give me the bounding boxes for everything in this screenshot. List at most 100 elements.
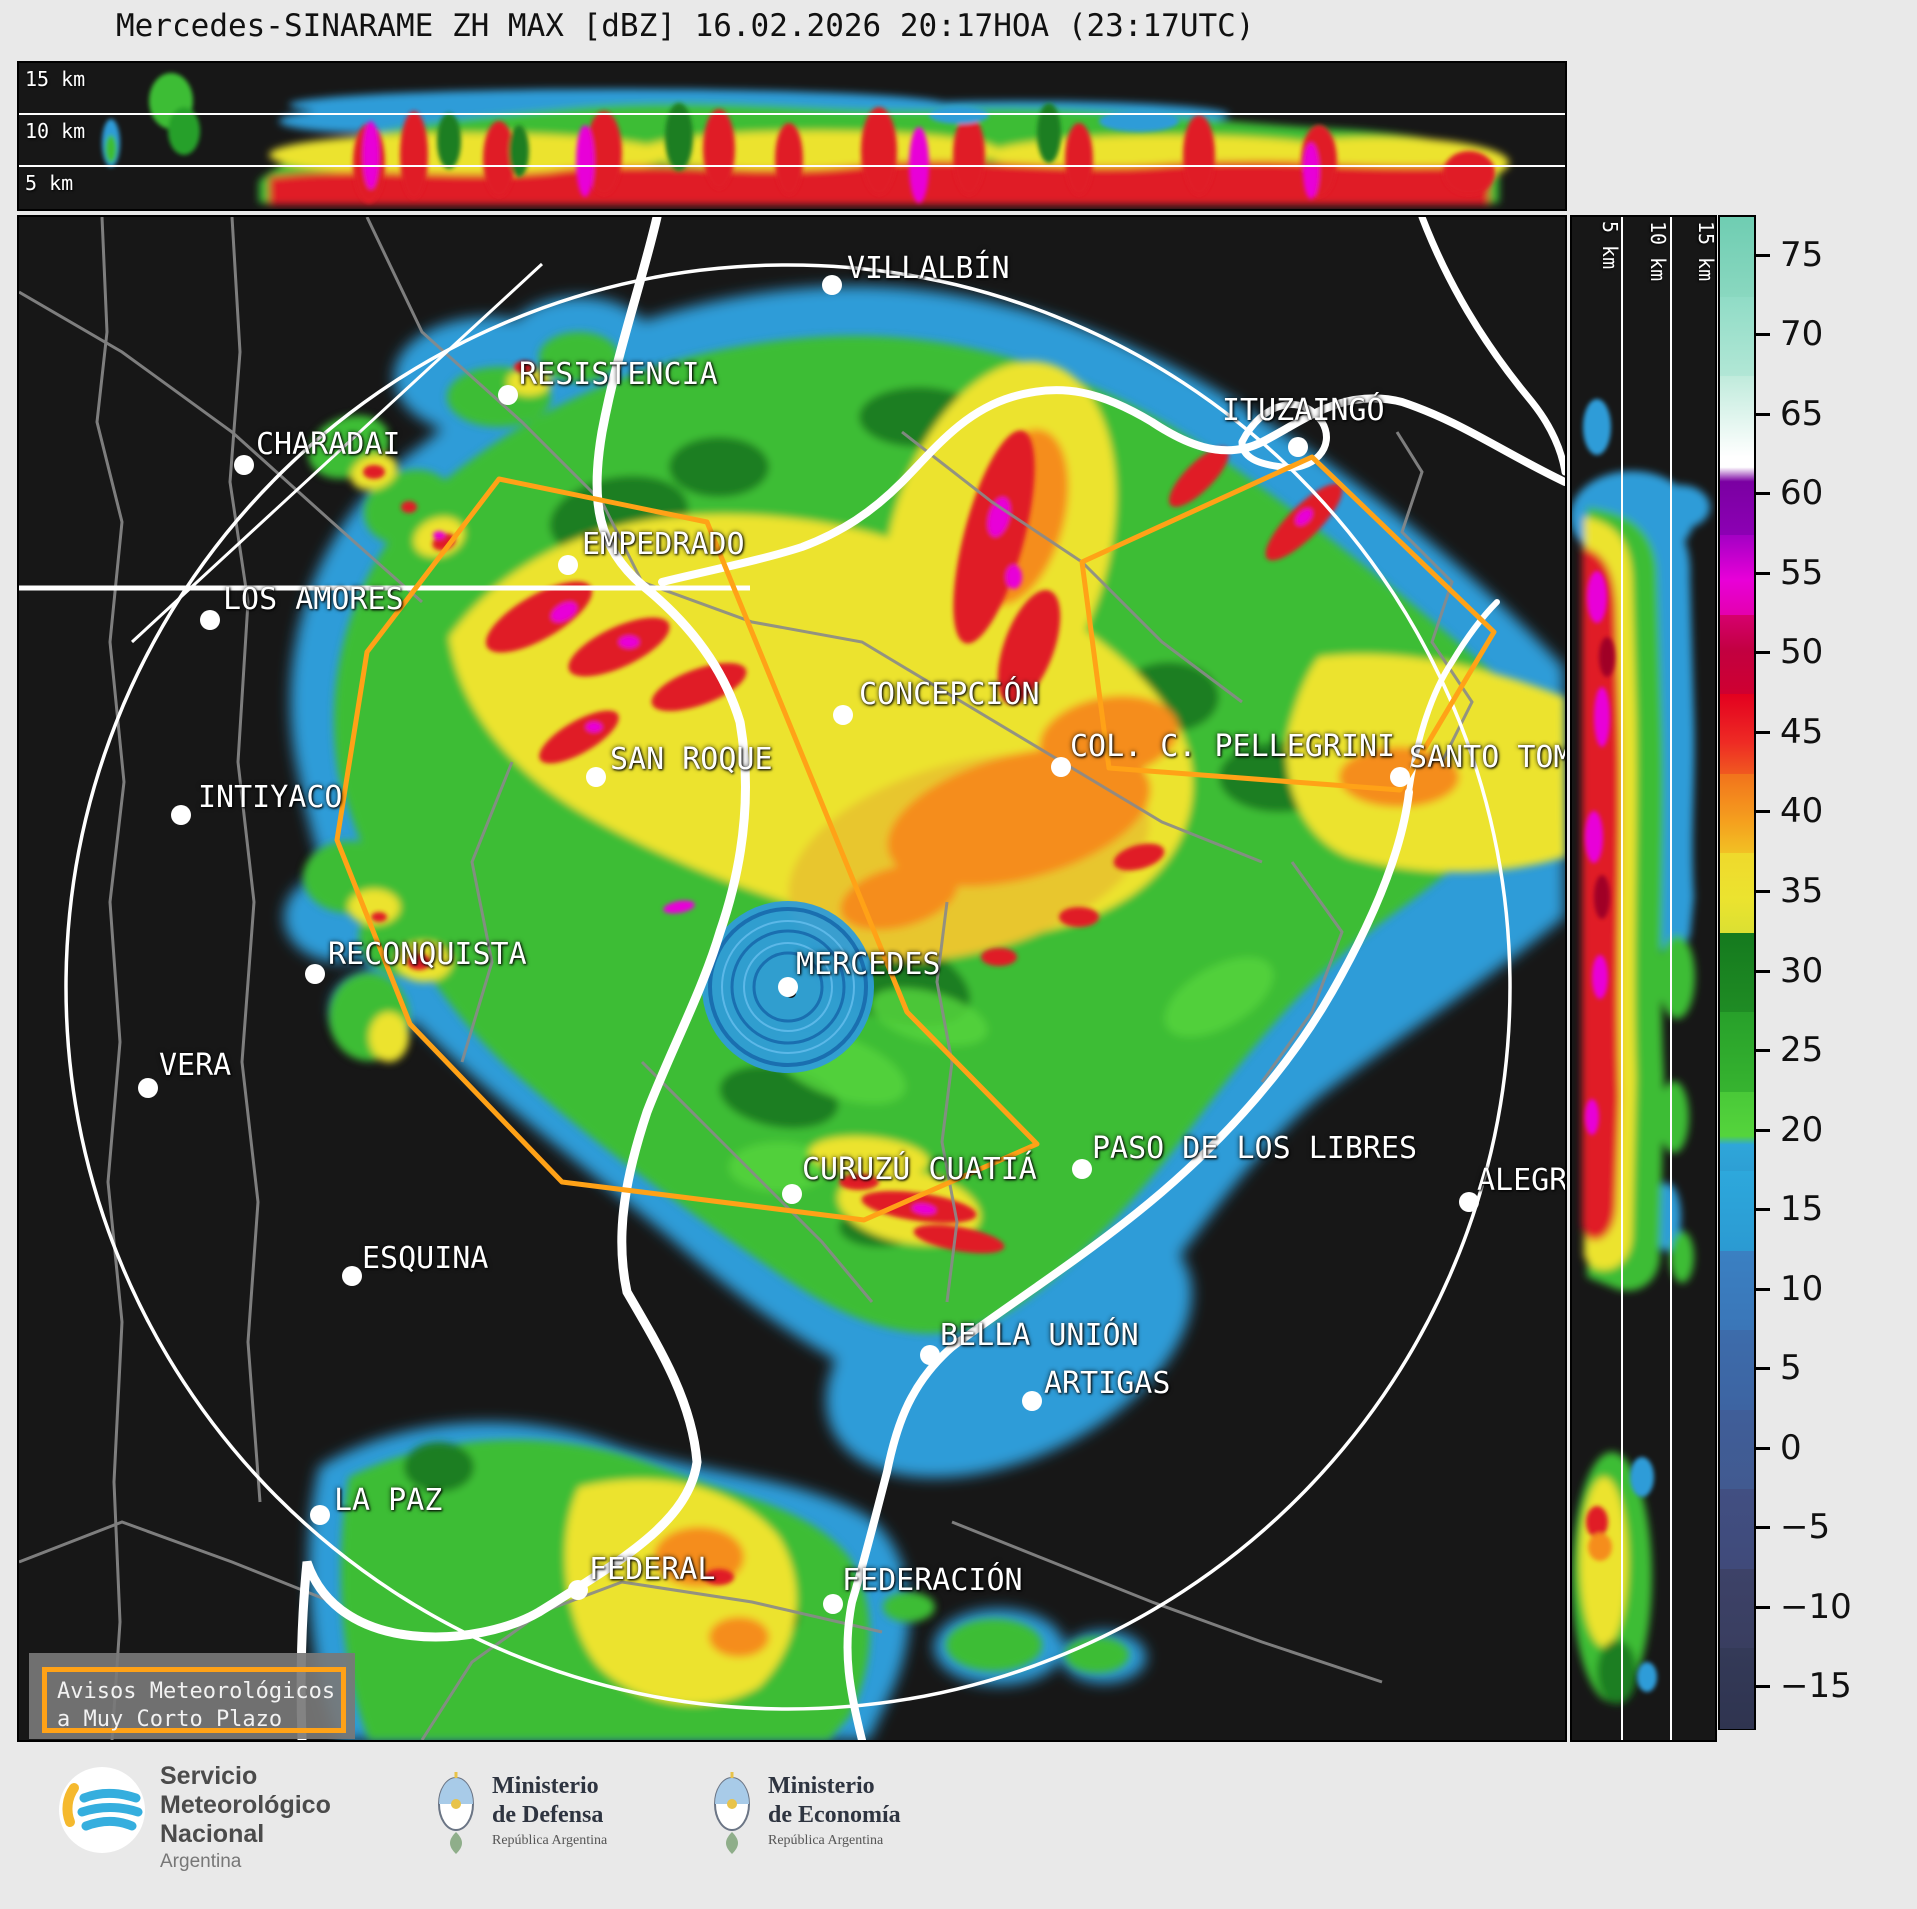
altitude-label: 15 km — [25, 67, 86, 91]
city-dot — [342, 1266, 362, 1286]
city-dot — [171, 805, 191, 825]
height-line — [1670, 217, 1672, 1740]
city-dot — [833, 705, 853, 725]
warning-notice-frame: Avisos Meteorológicos a Muy Corto Plazo — [42, 1667, 346, 1733]
city-label: SANTO TOMÉ — [1409, 740, 1565, 775]
colorbar-tick-label: 70 — [1780, 314, 1824, 355]
city-dot — [586, 767, 606, 787]
ministry-text-line: Ministerio — [492, 1773, 599, 1799]
colorbar-tick-label: −5 — [1780, 1507, 1831, 1548]
colorbar-segment — [1720, 296, 1754, 378]
city-label: EMPEDRADO — [582, 527, 745, 562]
colorbar-tick-label: 75 — [1780, 234, 1824, 275]
colorbar-tick-label: 30 — [1780, 950, 1824, 991]
smn-text-line: Servicio — [160, 1762, 258, 1790]
colorbar-segment — [1720, 614, 1754, 696]
colorbar-tick-label: 15 — [1780, 1189, 1824, 1230]
colorbar-tick — [1756, 810, 1770, 814]
colorbar-segment — [1720, 932, 1754, 1014]
warning-polygons — [334, 454, 1497, 1223]
colorbar-segment — [1720, 694, 1754, 775]
city-label: FEDERACIÓN — [842, 1563, 1023, 1598]
colorbar-segment — [1720, 535, 1754, 616]
city-dot — [234, 455, 254, 475]
colorbar-segment — [1720, 455, 1754, 537]
city-dot — [498, 385, 518, 405]
footer: Servicio Meteorológico Nacional Argentin… — [0, 1742, 1917, 1909]
colorbar — [1718, 215, 1756, 1730]
colorbar-tick — [1756, 651, 1770, 655]
height-label: 15 km — [1694, 221, 1717, 282]
city-label: SAN ROQUE — [610, 742, 773, 777]
colorbar-tick — [1756, 492, 1770, 496]
city-label: RESISTENCIA — [519, 357, 718, 392]
city-dot — [782, 1184, 802, 1204]
colorbar-tick — [1756, 1605, 1770, 1609]
colorbar-tick — [1756, 253, 1770, 257]
city-label: COL. C. PELLEGRINI — [1070, 729, 1396, 764]
smn-logo-text: Servicio Meteorológico Nacional Argentin… — [160, 1762, 331, 1873]
page-title: Mercedes-SINARAME ZH MAX [dBZ] 16.02.202… — [116, 8, 1255, 44]
warning-notice-line1: Avisos Meteorológicos — [57, 1679, 336, 1704]
city-label: INTIYACO — [198, 780, 343, 815]
city-dot — [200, 610, 220, 630]
city-dot — [1072, 1159, 1092, 1179]
colorbar-tick-label: 5 — [1780, 1348, 1802, 1389]
colorbar-tick — [1756, 1049, 1770, 1053]
city-dot — [138, 1078, 158, 1098]
warning-polygon-west — [334, 476, 1040, 1223]
colorbar-segment — [1720, 1409, 1754, 1491]
colorbar-tick — [1756, 1208, 1770, 1212]
smn-text-line: Nacional — [160, 1820, 265, 1848]
colorbar-segment — [1720, 1489, 1754, 1570]
colorbar-tick — [1756, 1287, 1770, 1291]
colorbar-tick — [1756, 889, 1770, 893]
city-label: BELLA UNIÓN — [940, 1318, 1139, 1353]
city-label: CHARADAI — [256, 427, 401, 462]
city-label: ALEGRETE — [1477, 1163, 1567, 1198]
colorbar-tick — [1756, 1446, 1770, 1450]
straight-boundaries — [19, 262, 750, 644]
city-label: CONCEPCIÓN — [859, 677, 1040, 712]
colorbar-segment — [1720, 1330, 1754, 1411]
city-dot — [310, 1505, 330, 1525]
warning-notice-line2: a Muy Corto Plazo — [57, 1707, 283, 1732]
colorbar-tick — [1756, 1526, 1770, 1530]
city-dot — [778, 977, 798, 997]
top-cross-section-echoes — [102, 73, 1509, 205]
colorbar-segment — [1720, 1012, 1754, 1093]
colorbar-segment — [1720, 1648, 1754, 1729]
colorbar-tick-label: 40 — [1780, 791, 1824, 832]
colorbar-segment — [1720, 376, 1754, 457]
colorbar-tick-label: −15 — [1780, 1666, 1852, 1707]
warning-polygon-east — [1079, 454, 1497, 793]
altitude-line — [19, 113, 1565, 115]
ministry-text-line: de Defensa — [492, 1802, 604, 1828]
colorbar-tick — [1756, 969, 1770, 973]
right-cross-section-panel: 5 km 10 km 15 km — [1570, 215, 1717, 1742]
city-dot — [823, 1594, 843, 1614]
height-line — [1621, 217, 1623, 1740]
range-ring — [64, 263, 1512, 1711]
city-label: VILLALBÍN — [847, 251, 1010, 286]
colorbar-tick — [1756, 1685, 1770, 1689]
city-label: LOS AMORES — [223, 582, 404, 617]
colorbar-segment — [1720, 1250, 1754, 1332]
main-map-panel: Avisos Meteorológicos a Muy Corto Plazo … — [17, 215, 1567, 1742]
city-dot — [1022, 1391, 1042, 1411]
city-label: CURUZÚ CUATIÁ — [802, 1152, 1037, 1187]
city-label: PASO DE LOS LIBRES — [1092, 1131, 1418, 1166]
colorbar-tick-label: 65 — [1780, 393, 1824, 434]
colorbar-tick-label: −10 — [1780, 1586, 1852, 1627]
city-dot — [1288, 437, 1308, 457]
city-dot — [1051, 757, 1071, 777]
ministry-text-line: de Economía — [768, 1802, 901, 1828]
ministry-text-line: Ministerio — [768, 1773, 875, 1799]
colorbar-tick — [1756, 333, 1770, 337]
colorbar-tick-label: 0 — [1780, 1427, 1802, 1468]
city-label: ESQUINA — [362, 1241, 489, 1276]
city-label: ARTIGAS — [1044, 1366, 1171, 1401]
economia-text: Ministerio de Economía República Argenti… — [768, 1772, 901, 1849]
altitude-label: 5 km — [25, 171, 74, 195]
admin-boundaries — [19, 217, 1474, 1740]
